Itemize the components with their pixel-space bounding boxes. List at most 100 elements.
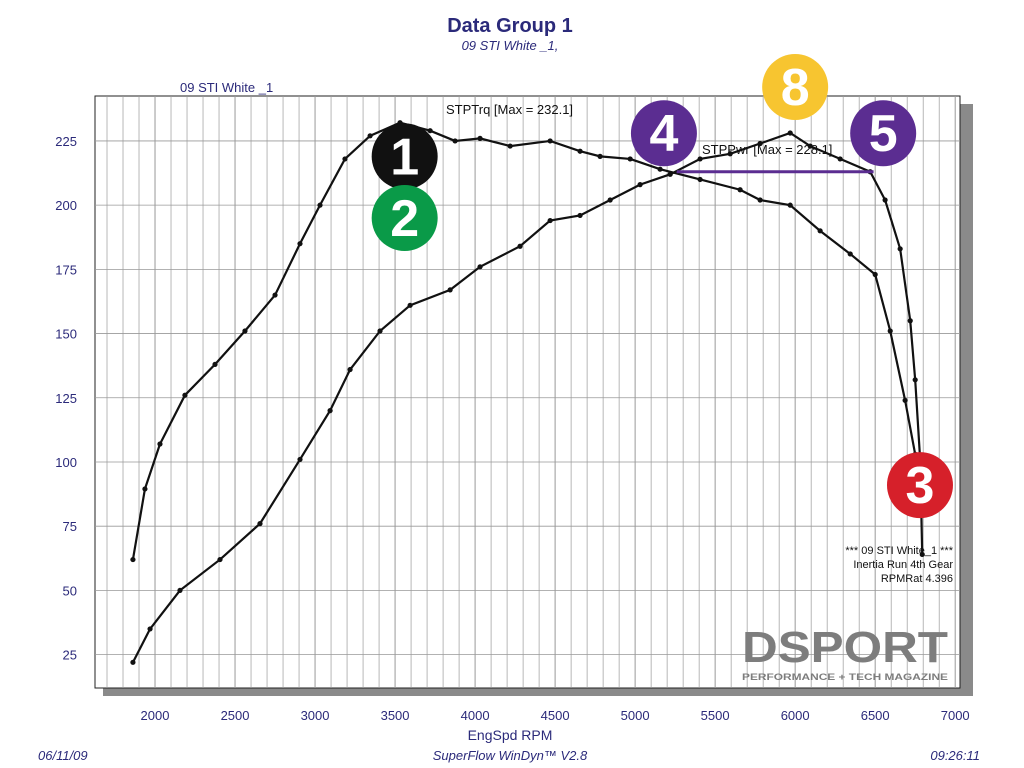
torque-point <box>597 153 603 159</box>
y-tick-label: 225 <box>55 134 77 149</box>
torque-point <box>847 251 853 257</box>
power-point <box>897 246 903 252</box>
power-point <box>377 328 383 334</box>
dsport-logo: DSPORT PERFORMANCE + TECH MAGAZINE <box>742 623 948 682</box>
power-point <box>607 197 613 203</box>
torque-point <box>817 228 823 234</box>
x-tick-label: 2500 <box>221 708 250 723</box>
power-point <box>547 217 553 224</box>
torque-point <box>787 202 793 208</box>
power-point <box>347 366 353 373</box>
badge-8: 8 <box>781 59 810 117</box>
x-tick-label: 5500 <box>701 708 730 723</box>
power-point <box>757 140 763 147</box>
power-point <box>130 659 136 665</box>
torque-point <box>477 135 483 141</box>
x-tick-label: 3500 <box>381 708 410 723</box>
torque-point <box>657 166 663 172</box>
torque-point <box>452 138 458 144</box>
power-point <box>837 156 843 162</box>
power-point <box>637 182 643 188</box>
logo-tagline: PERFORMANCE + TECH MAGAZINE <box>742 672 948 682</box>
info-line-3: RPMRat 4.396 <box>881 573 953 585</box>
power-point <box>517 243 523 249</box>
power-point <box>807 143 813 149</box>
badge-4: 4 <box>649 105 678 163</box>
torque-point <box>142 486 148 492</box>
y-tick-label: 125 <box>55 391 77 406</box>
torque-point <box>182 392 188 398</box>
torque-point <box>887 328 893 334</box>
badge-8-circle <box>762 54 829 121</box>
torque-point <box>872 271 878 278</box>
y-tick-label: 75 <box>63 519 77 534</box>
y-tick-label: 150 <box>55 327 77 342</box>
torque-point <box>130 556 136 563</box>
power-point <box>147 626 153 632</box>
power-point <box>327 408 333 414</box>
power-point <box>407 302 413 308</box>
torque-point <box>317 202 323 208</box>
x-tick-label: 3000 <box>301 708 330 723</box>
power-point <box>697 156 703 162</box>
power-point <box>787 130 793 136</box>
torque-point <box>297 241 303 247</box>
torque-point <box>367 133 373 139</box>
torque-point <box>902 397 908 403</box>
y-tick-label: 25 <box>63 648 77 663</box>
power-point <box>882 197 888 203</box>
torque-point <box>577 148 583 154</box>
badge-4-circle <box>630 100 697 167</box>
badge-3-circle <box>886 452 953 519</box>
footer-software: SuperFlow WinDyn™ V2.8 <box>433 748 588 763</box>
x-tick-label: 2000 <box>141 708 170 723</box>
y-tick-label: 200 <box>55 198 77 213</box>
power-point <box>217 556 223 563</box>
y-tick-label: 175 <box>55 262 77 277</box>
plot-area <box>94 95 961 689</box>
info-line-2: Inertia Run 4th Gear <box>853 559 953 571</box>
power-point <box>727 151 733 157</box>
x-tick-label: 5000 <box>621 708 650 723</box>
power-point <box>919 551 925 558</box>
power-point <box>907 318 913 324</box>
badge-2-circle <box>371 184 438 251</box>
y-tick-label: 100 <box>55 455 77 470</box>
power-point <box>447 287 453 293</box>
torque-point <box>737 187 743 193</box>
torque-point <box>242 328 248 334</box>
badge-5: 5 <box>869 105 898 163</box>
x-tick-label: 4000 <box>461 708 490 723</box>
power-point <box>477 264 483 270</box>
torque-point <box>757 197 763 203</box>
torque-point <box>212 361 218 367</box>
power-point <box>667 171 673 177</box>
power-point <box>257 521 263 527</box>
logo-wordmark: DSPORT <box>742 623 948 672</box>
x-tick-label: 4500 <box>541 708 570 723</box>
info-line-1: *** 09 STI White_1 *** <box>845 545 953 557</box>
series-label-torque: STPTrq [Max = 232.1] <box>446 102 573 117</box>
chart-subtitle: 09 STI White _1, <box>462 38 559 53</box>
x-tick-label: 6500 <box>861 708 890 723</box>
badge-2: 2 <box>390 190 419 248</box>
power-point <box>177 587 183 594</box>
torque-point <box>342 156 348 162</box>
badge-5-circle <box>850 100 917 167</box>
badge-1: 1 <box>390 128 419 186</box>
chart-title: Data Group 1 <box>447 15 573 37</box>
x-axis-label: EngSpd RPM <box>468 727 553 743</box>
torque-point <box>427 128 433 134</box>
x-tick-label: 6000 <box>781 708 810 723</box>
torque-point <box>547 138 553 144</box>
power-point <box>297 456 303 463</box>
torque-point <box>157 441 163 447</box>
badge-3: 3 <box>906 457 935 515</box>
footer-time: 09:26:11 <box>930 748 980 763</box>
torque-point <box>507 143 513 149</box>
power-point <box>577 212 583 219</box>
power-point <box>912 377 918 383</box>
x-tick-label: 7000 <box>941 708 970 723</box>
run-label: 09 STI White _1 <box>180 80 273 95</box>
